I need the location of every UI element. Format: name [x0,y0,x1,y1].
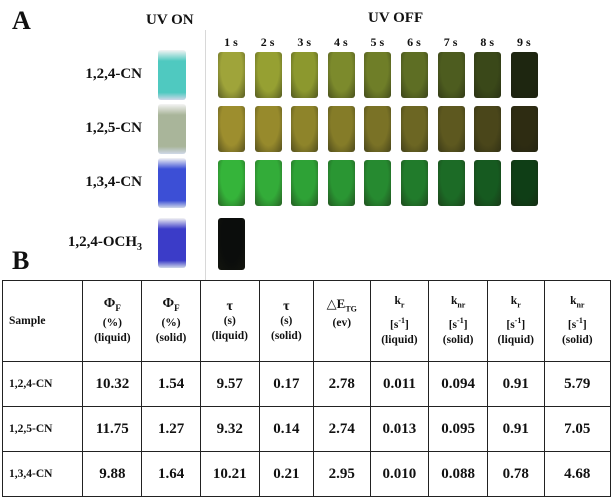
table-cell: 1.54 [142,362,201,407]
uv-off-vial [511,160,538,206]
uv-on-vial [158,218,186,268]
time-label: 6 s [398,35,430,50]
table-cell: 0.010 [370,452,429,497]
photophysics-table: Sample ΦF (%) (liquid) ΦF (%) (solid) τ (s) (l… [2,280,611,497]
uv-off-vial [401,160,428,206]
table-cell: 0.088 [429,452,488,497]
sample-label-sub: 3 [137,242,142,253]
uv-off-vial [255,52,282,98]
uv-off-vial [438,106,465,152]
time-label: 7 s [435,35,467,50]
time-label: 5 s [361,35,393,50]
time-label: 1 s [215,35,247,50]
table-cell: 0.17 [259,362,313,407]
cell-sample: 1,3,4-CN [3,452,83,497]
table-row: 1,2,4-CN 10.32 1.54 9.57 0.17 2.78 0.011… [3,362,611,407]
uv-off-vial [328,106,355,152]
uv-off-heading: UV OFF [368,10,423,27]
uv-off-vial [218,218,245,270]
table-cell: 0.013 [370,407,429,452]
header-kr-liquid: kr [s-1] (liquid) [370,281,429,362]
sample-label-main: 1,2,4-OCH [68,234,137,250]
uv-off-vial [474,106,501,152]
table-cell: 1.27 [142,407,201,452]
uv-off-vial [474,52,501,98]
time-label: 8 s [471,35,503,50]
header-tau-liquid: τ (s) (liquid) [200,281,259,362]
table-cell: 2.95 [314,452,371,497]
table-cell: 11.75 [83,407,142,452]
uv-off-vial [218,160,245,206]
header-knr-solid: knr [s-1] (solid) [429,281,488,362]
uv-off-vial [218,106,245,152]
header-kr-liquid-2: kr [s-1] (liquid) [488,281,545,362]
cell-sample: 1,2,4-CN [3,362,83,407]
panel-b-label: B [12,246,29,276]
uv-off-vial [511,52,538,98]
header-phi-solid: ΦF (%) (solid) [142,281,201,362]
table-cell: 0.21 [259,452,313,497]
uv-off-vial [218,52,245,98]
uv-off-vial [438,52,465,98]
uv-off-vial [291,106,318,152]
table-cell: 1.64 [142,452,201,497]
table-cell: 4.68 [544,452,610,497]
uv-off-vial [474,160,501,206]
panel-divider [205,30,206,280]
uv-on-vial [158,158,186,208]
uv-off-vial [255,160,282,206]
table-cell: 10.21 [200,452,259,497]
time-label: 9 s [508,35,540,50]
uv-off-vial [438,160,465,206]
table-cell: 5.79 [544,362,610,407]
table-cell: 9.32 [200,407,259,452]
table-cell: 2.78 [314,362,371,407]
uv-off-vial [364,106,391,152]
uv-off-vial [328,160,355,206]
uv-off-vial [255,106,282,152]
table-cell: 2.74 [314,407,371,452]
table-cell: 7.05 [544,407,610,452]
table-row: 1,2,5-CN 11.75 1.27 9.32 0.14 2.74 0.013… [3,407,611,452]
time-label: 4 s [325,35,357,50]
uv-off-vial [511,106,538,152]
header-delta-etg: △ETG (ev) [314,281,371,362]
table-cell: 0.14 [259,407,313,452]
header-tau-solid: τ (s) (solid) [259,281,313,362]
uv-off-vial [401,52,428,98]
cell-sample: 1,2,5-CN [3,407,83,452]
uv-on-vial [158,50,186,100]
time-label: 2 s [252,35,284,50]
table-cell: 0.78 [488,452,545,497]
table-cell: 10.32 [83,362,142,407]
table-cell: 9.88 [83,452,142,497]
time-label: 3 s [288,35,320,50]
uv-off-vial [291,52,318,98]
panel-a-label: A [12,6,31,36]
uv-off-vial [291,160,318,206]
uv-off-vial [364,52,391,98]
table-cell: 0.91 [488,362,545,407]
uv-off-vial [364,160,391,206]
table-cell: 0.095 [429,407,488,452]
header-knr-solid-2: knr [s-1] (solid) [544,281,610,362]
header-phi-liquid: ΦF (%) (liquid) [83,281,142,362]
uv-on-vial [158,104,186,154]
table-cell: 0.91 [488,407,545,452]
sample-label: 1,2,5-CN [0,120,142,137]
table-cell: 9.57 [200,362,259,407]
sample-label: 1,2,4-CN [0,66,142,83]
uv-on-heading: UV ON [146,12,194,29]
table-header-row: Sample ΦF (%) (liquid) ΦF (%) (solid) τ (s) (l… [3,281,611,362]
table-cell: 0.011 [370,362,429,407]
uv-off-vial [328,52,355,98]
uv-off-vial [401,106,428,152]
header-sample: Sample [3,281,83,362]
table-cell: 0.094 [429,362,488,407]
table-row: 1,3,4-CN 9.88 1.64 10.21 0.21 2.95 0.010… [3,452,611,497]
sample-label: 1,3,4-CN [0,174,142,191]
